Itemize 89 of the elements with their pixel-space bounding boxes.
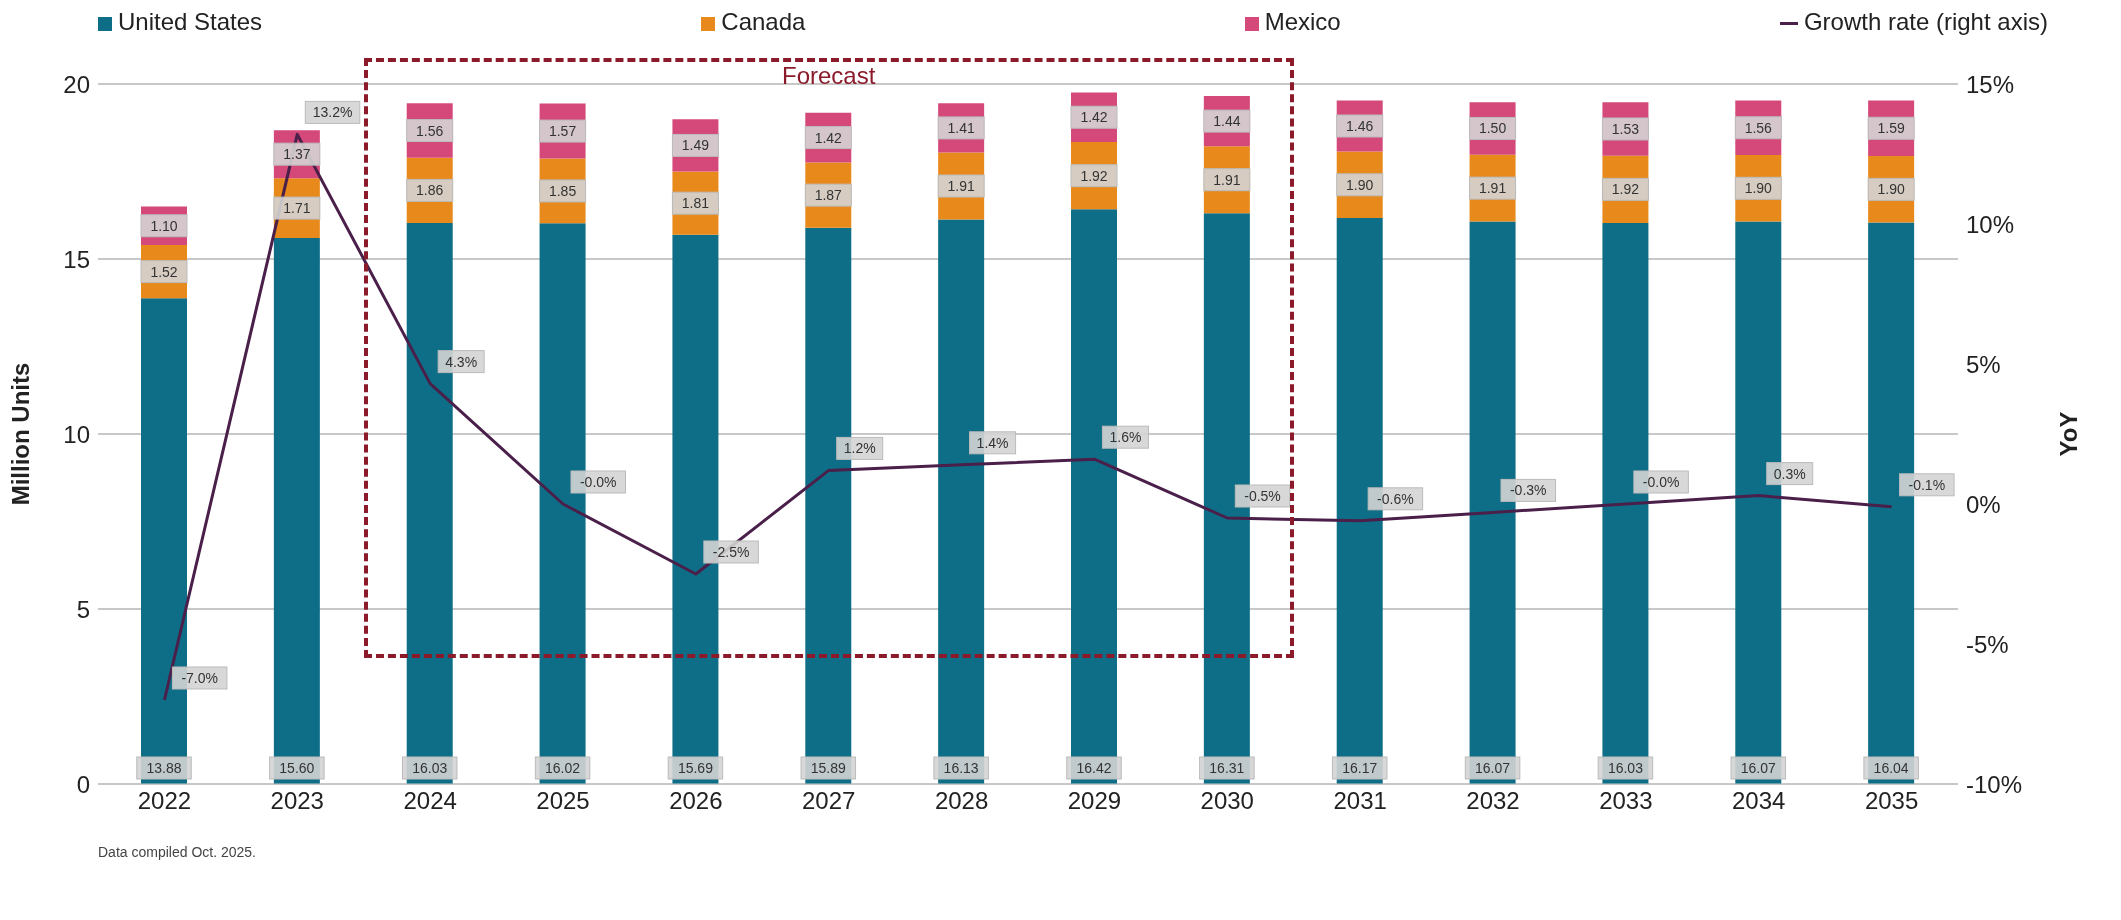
data-label: 16.07 xyxy=(1740,760,1777,776)
data-label: 1.71 xyxy=(283,200,311,217)
data-label: 4.3% xyxy=(445,353,478,370)
data-label: 13.88 xyxy=(146,760,182,776)
data-label: -0.6% xyxy=(1377,490,1414,507)
text: Data compiled Oct. 2025. xyxy=(98,844,257,860)
y2-tick-label: 5% xyxy=(1966,350,2001,378)
data-label: 1.91 xyxy=(947,178,975,195)
data-label: 1.37 xyxy=(283,146,311,163)
x-tick-label: 2022 xyxy=(137,787,192,815)
data-label: 1.52 xyxy=(150,263,178,280)
x-tick-label: 2026 xyxy=(669,787,723,815)
data-label: -0.3% xyxy=(1509,482,1547,499)
data-label: 1.86 xyxy=(416,182,444,199)
x-tick-label: 2027 xyxy=(802,787,856,815)
data-label: -2.5% xyxy=(712,544,750,560)
data-label: 1.90 xyxy=(1877,181,1905,198)
data-label: 1.42 xyxy=(814,129,843,146)
data-label: 1.85 xyxy=(548,182,577,199)
y2-axis-title: YoY xyxy=(2054,411,2082,457)
legend-label: United States xyxy=(118,8,263,35)
data-label: 16.04 xyxy=(1873,760,1909,776)
x-tick-label: 2024 xyxy=(403,787,457,815)
data-label: 16.13 xyxy=(943,760,979,776)
data-label: 16.03 xyxy=(412,760,448,776)
data-label: -0.5% xyxy=(1244,488,1281,504)
data-label: 16.02 xyxy=(545,760,581,776)
x-tick-label: 2029 xyxy=(1067,787,1122,815)
data-label: 1.91 xyxy=(1478,180,1507,197)
legend-label: Canada xyxy=(721,8,806,35)
data-label: 1.41 xyxy=(947,119,975,136)
y-axis-title: Million Units xyxy=(6,362,34,506)
annotation: Forecast xyxy=(781,62,877,90)
data-label: 16.42 xyxy=(1076,760,1112,776)
data-label: 1.59 xyxy=(1877,120,1905,137)
y2-tick-label: 0% xyxy=(1966,490,2001,518)
data-label: 1.53 xyxy=(1611,120,1640,137)
data-label: 1.90 xyxy=(1744,180,1773,197)
y-tick-label: 10 xyxy=(63,420,90,448)
legend-label: Mexico xyxy=(1264,8,1341,35)
x-tick-label: 2028 xyxy=(934,787,989,815)
x-tick-label: 2033 xyxy=(1599,787,1653,815)
x-tick-label: 2025 xyxy=(536,787,590,815)
data-label: -0.0% xyxy=(1642,474,1680,490)
data-label: 1.92 xyxy=(1080,167,1108,184)
data-label: 1.57 xyxy=(548,123,577,140)
data-label: 1.56 xyxy=(1744,119,1773,136)
y-tick-label: 5 xyxy=(76,595,90,623)
y-tick-label: 20 xyxy=(63,70,90,98)
data-label: 1.90 xyxy=(1346,176,1374,193)
x-tick-label: 2030 xyxy=(1200,787,1254,815)
y2-tick-label: -5% xyxy=(1966,630,2009,658)
y-tick-label: 0 xyxy=(76,770,90,798)
x-tick-label: 2035 xyxy=(1864,787,1919,815)
data-label: 1.4% xyxy=(976,434,1009,451)
data-label: 1.92 xyxy=(1611,181,1640,198)
x-tick-label: 2031 xyxy=(1333,787,1387,815)
legend-label: Growth rate (right axis) xyxy=(1803,8,2048,35)
data-label: -0.1% xyxy=(1908,476,1946,493)
data-label: 16.03 xyxy=(1607,760,1644,776)
data-label: 15.60 xyxy=(279,760,315,776)
data-label: 1.10 xyxy=(150,217,178,234)
data-label: 1.81 xyxy=(681,195,710,212)
data-label: 1.44 xyxy=(1213,113,1241,130)
data-label: 15.69 xyxy=(677,760,714,776)
x-tick-label: 2034 xyxy=(1732,787,1786,815)
data-label: 16.07 xyxy=(1475,760,1511,776)
data-label: 1.91 xyxy=(1213,171,1241,188)
data-label: 1.46 xyxy=(1346,118,1374,134)
y2-tick-label: 10% xyxy=(1966,210,2015,238)
data-label: 1.42 xyxy=(1080,109,1108,126)
data-label: -7.0% xyxy=(181,670,218,686)
data-label: 1.87 xyxy=(814,187,843,204)
y-tick-label: 15 xyxy=(63,245,90,273)
y2-tick-label: -10% xyxy=(1966,770,2023,798)
data-label: 16.17 xyxy=(1342,760,1378,776)
data-label: 15.89 xyxy=(810,760,847,776)
data-label: 1.50 xyxy=(1478,120,1507,137)
data-label: 16.31 xyxy=(1209,760,1245,776)
data-label: 0.3% xyxy=(1773,465,1806,482)
x-tick-label: 2023 xyxy=(270,787,324,815)
y2-tick-label: 15% xyxy=(1966,70,2015,98)
x-tick-label: 2032 xyxy=(1466,787,1520,815)
data-label: 1.49 xyxy=(681,137,710,154)
data-label: 13.2% xyxy=(312,104,353,121)
data-label: -0.0% xyxy=(579,474,617,490)
data-label: 1.56 xyxy=(416,122,444,139)
data-label: 1.2% xyxy=(843,440,876,457)
data-label: 1.6% xyxy=(1109,429,1142,446)
